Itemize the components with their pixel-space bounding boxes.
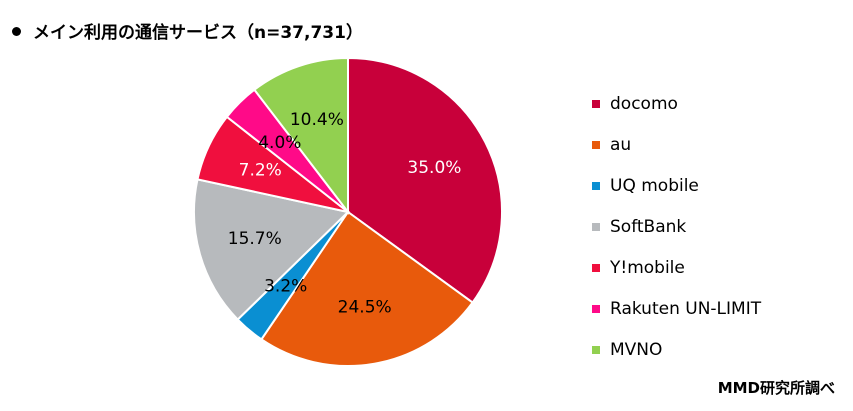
legend-swatch (592, 99, 600, 108)
legend-label: Rakuten UN-LIMIT (610, 298, 762, 319)
data-label-au: 24.5% (338, 298, 392, 318)
data-label-mvno: 10.4% (290, 110, 344, 130)
legend-label: Y!mobile (610, 257, 685, 278)
pie-slice-docomo (347, 56, 503, 304)
legend-item-au: au (592, 124, 761, 165)
pie-slice-mvno (252, 56, 349, 215)
data-label-docomo: 35.0% (407, 158, 461, 178)
legend-label: UQ mobile (610, 175, 699, 196)
legend-item-y-mobile: Y!mobile (592, 247, 761, 288)
legend-item-uq-mobile: UQ mobile (592, 165, 761, 206)
legend-swatch (592, 263, 600, 272)
legend-label: SoftBank (610, 216, 687, 237)
chart-title: メイン利用の通信サービス（n=37,731） (12, 18, 363, 43)
legend-item-mvno: MVNO (592, 329, 761, 370)
data-label-y-mobile: 7.2% (239, 161, 282, 181)
legend-label: MVNO (610, 339, 663, 360)
legend-swatch (592, 345, 600, 354)
legend-item-docomo: docomo (592, 83, 761, 124)
legend-swatch (592, 181, 600, 190)
pie-slice-au (260, 210, 474, 367)
chart-legend: docomo au UQ mobile SoftBank Y!mobile Rakuten… (592, 83, 761, 370)
data-label-uq-mobile: 3.2% (264, 276, 307, 296)
legend-swatch (592, 304, 600, 313)
legend-label: au (610, 134, 632, 155)
legend-label: docomo (610, 93, 678, 114)
pie-slice-softbank (193, 178, 351, 321)
title-bullet-icon (12, 26, 21, 36)
legend-item-softbank: SoftBank (592, 206, 761, 247)
legend-item-rakuten-un-limit: Rakuten UN-LIMIT (592, 288, 761, 329)
source-note: MMD研究所調べ (717, 379, 835, 397)
data-label-rakuten-un-limit: 4.0% (258, 133, 301, 153)
data-label-softbank: 15.7% (228, 229, 282, 249)
chart-title-text: メイン利用の通信サービス（n=37,731） (33, 23, 363, 43)
legend-swatch (592, 140, 600, 149)
legend-swatch (592, 222, 600, 231)
